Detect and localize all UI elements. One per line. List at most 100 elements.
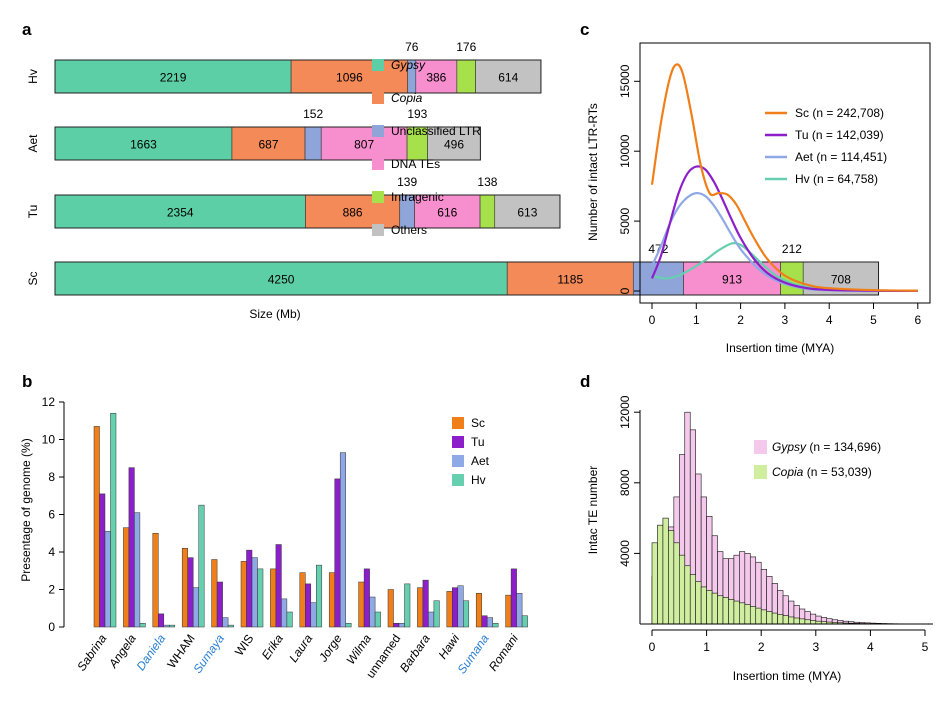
- x-tick-label-4: 4: [867, 640, 874, 654]
- bar-daniela-hv: [169, 624, 176, 628]
- bar-angela-hv: [139, 623, 146, 628]
- bar-laura-hv: [316, 564, 323, 628]
- x-tick-label-sumaya: Sumaya: [190, 631, 227, 675]
- value-label-sc-intragenic: 212: [782, 242, 802, 256]
- bar-laura-tu: [305, 583, 312, 628]
- value-label-sc-others: 708: [831, 273, 851, 287]
- y-tick-label-4: 4: [48, 545, 55, 559]
- legend-swatch-dna-tes: [372, 158, 384, 170]
- bar-wis-sc: [240, 561, 247, 628]
- bar-wham-sc: [181, 548, 188, 628]
- legend-label-hv: Hv: [471, 473, 486, 487]
- x-tick-label-3: 3: [812, 640, 819, 654]
- hist-bar-copia-25: [788, 616, 795, 625]
- legend-label-tu: Tu: [471, 435, 485, 449]
- bar-erika-tu: [275, 544, 282, 628]
- x-tick-label-laura: Laura: [286, 631, 315, 664]
- hist-bar-copia-29: [810, 620, 817, 625]
- bar-barbara-sc: [417, 587, 424, 628]
- legend-swatch-tu: [452, 436, 464, 448]
- y-axis-label: Intac TE number: [586, 466, 600, 555]
- bar-segment-tu-dna-tes: [414, 194, 481, 229]
- bar-segment-aet-dna-tes: [320, 126, 408, 161]
- y-tick-label-12: 12: [42, 395, 56, 409]
- legend-label-italic-gypsy: Gypsy: [772, 440, 807, 454]
- legend-swatch-gypsy: [754, 440, 767, 454]
- bar-jorge-tu: [334, 478, 341, 628]
- legend-swatch-intragenic: [372, 191, 384, 203]
- value-label-hv-copia: 1096: [336, 71, 363, 85]
- bar-wham-hv: [198, 504, 205, 628]
- value-label-aet-gypsy: 1663: [130, 138, 157, 152]
- panel-b-grouped-bar-chart: 0 2 4 6 8 10 12 Presentage of genome (%) Sabrina…: [19, 395, 528, 681]
- bar-wis-tu: [246, 549, 253, 628]
- y-tick-label-4000: 4000: [618, 540, 632, 567]
- x-tick-label-0: 0: [649, 313, 656, 327]
- y-label-sc: Sc: [26, 271, 40, 285]
- hist-bar-copia-1: [657, 524, 664, 625]
- bar-laura-aet: [310, 602, 317, 628]
- legend-label-sc: Sc: [471, 416, 485, 430]
- bar-wilma-hv: [374, 611, 381, 628]
- legend-label-dna-tes: DNA TEs: [391, 157, 440, 171]
- hist-bar-copia-18: [749, 606, 757, 625]
- bar-outline-aet: [54, 126, 481, 161]
- hist-bar-copia-19: [755, 607, 762, 625]
- bar-erika-aet: [281, 598, 288, 628]
- x-tick-label-romani: Romani: [486, 631, 521, 673]
- bar-outline-hv: [54, 59, 542, 94]
- x-tick-label-4: 4: [826, 313, 833, 327]
- x-tick-label-0: 0: [649, 640, 656, 654]
- bar-romani-aet: [516, 593, 523, 628]
- bar-segment-hv-copia: [290, 59, 409, 94]
- legend-label-gypsy: Gypsy (n = 134,696): [772, 440, 881, 454]
- bar-wham-aet: [192, 587, 199, 628]
- legend-swatch-gypsy: [372, 59, 384, 71]
- x-tick-label-1: 1: [693, 313, 700, 327]
- line-sc: [650, 63, 918, 292]
- bar-sumana-aet: [486, 617, 493, 628]
- hist-bar-copia-16: [739, 602, 746, 625]
- legend-swatch-others: [372, 224, 384, 236]
- bar-unnamed-hv: [404, 583, 411, 628]
- bar-sumaya-hv: [227, 624, 234, 628]
- x-axis-label: Insertion time (MYA): [733, 669, 841, 683]
- bar-sabrina-hv: [110, 413, 117, 628]
- bar-romani-hv: [521, 615, 528, 628]
- x-tick-label-wilma: Wilma: [344, 631, 375, 667]
- bar-segment-hv-gypsy: [54, 59, 292, 94]
- panel-label-a: a: [22, 20, 32, 39]
- bar-hawi-tu: [452, 587, 459, 628]
- bar-barbara-hv: [433, 600, 440, 628]
- y-tick-label-6: 6: [48, 508, 55, 522]
- legend-label-sc: Sc (n = 242,708): [795, 106, 884, 120]
- x-tick-label-daniela: Daniela: [133, 631, 168, 673]
- bar-segment-aet-others: [427, 126, 481, 161]
- bar-romani-sc: [505, 594, 512, 628]
- bar-barbara-aet: [428, 611, 435, 628]
- hist-bar-copia-3: [668, 530, 675, 625]
- bar-erika-hv: [286, 611, 293, 628]
- value-label-tu-copia: 886: [343, 206, 363, 220]
- hist-bar-copia-12: [717, 595, 724, 625]
- x-axis-label: Insertion time (MYA): [726, 341, 834, 355]
- bar-unnamed-tu: [393, 623, 400, 628]
- x-axis-label: Size (Mb): [249, 307, 300, 321]
- bar-hawi-sc: [446, 591, 453, 628]
- bar-wilma-sc: [358, 581, 365, 628]
- bar-jorge-hv: [345, 623, 352, 628]
- y-axis-label: Presentage of genome (%): [19, 438, 33, 581]
- y-tick-label-8000: 8000: [618, 469, 632, 496]
- line-tu: [650, 165, 918, 293]
- bar-unnamed-sc: [387, 589, 394, 628]
- legend-label-aet: Aet: [471, 454, 490, 468]
- hist-bar-copia-9: [700, 586, 707, 625]
- x-tick-label-5: 5: [922, 640, 929, 654]
- bar-sumana-tu: [481, 615, 488, 628]
- hist-bar-copia-26: [793, 617, 800, 625]
- legend-label-hv: Hv (n = 64,758): [795, 172, 878, 186]
- hist-bar-copia-6: [684, 565, 691, 625]
- panel-label-b: b: [22, 372, 32, 391]
- x-tick-label-1: 1: [703, 640, 710, 654]
